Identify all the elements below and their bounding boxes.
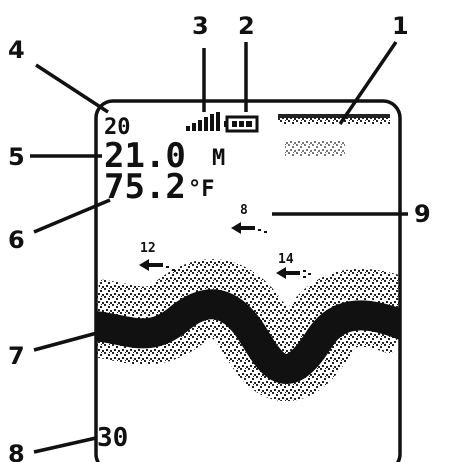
signal-bars: [186, 112, 220, 131]
fish-icon: [231, 222, 267, 234]
callout-number: 3: [192, 12, 209, 40]
leader-line: [35, 63, 109, 114]
fish-icon: [139, 259, 175, 271]
range-top: 20: [104, 115, 131, 140]
fish-depth: 14: [278, 252, 294, 267]
callout-number: 5: [8, 143, 25, 171]
depth-unit: M: [212, 146, 225, 171]
fish-depth: 12: [140, 241, 156, 256]
fish-depth: 8: [240, 203, 248, 218]
callout-number: 4: [8, 36, 25, 64]
callout-number: 9: [414, 200, 431, 228]
bottom-echo: [97, 289, 399, 384]
temperature-unit: °F: [188, 177, 215, 202]
surface-clutter: [285, 140, 345, 156]
callout-number: 8: [8, 440, 25, 462]
leader-line: [33, 198, 111, 234]
callout-number: 6: [8, 226, 25, 254]
callout-number: 7: [8, 342, 25, 370]
fish-icon: [276, 267, 311, 279]
leader-line: [338, 41, 398, 125]
surface-clutter: [278, 115, 390, 125]
temperature-reading: 75.2: [104, 167, 186, 207]
sonar-display: [97, 114, 399, 401]
leader-line: [33, 328, 109, 352]
leader-line: [33, 436, 97, 454]
range-bottom: 30: [97, 423, 128, 453]
callout-number: 2: [238, 12, 255, 40]
depth-reading: 21.0: [104, 136, 186, 176]
surface-line: [278, 114, 390, 118]
battery-icon: [224, 115, 259, 133]
callout-number: 1: [392, 12, 409, 40]
